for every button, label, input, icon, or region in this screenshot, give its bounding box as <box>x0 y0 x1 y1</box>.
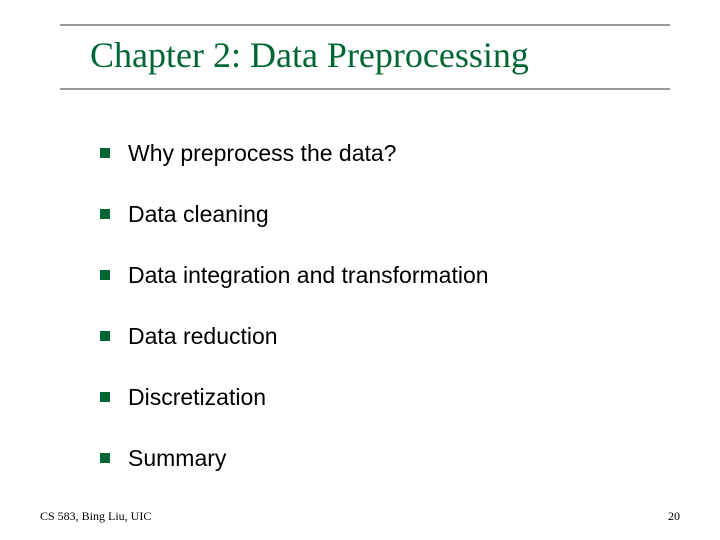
list-item: Why preprocess the data? <box>100 140 680 167</box>
list-item: Data cleaning <box>100 201 680 228</box>
bullet-text: Data reduction <box>128 323 278 350</box>
square-bullet-icon <box>100 453 110 463</box>
footer-text: CS 583, Bing Liu, UIC <box>40 509 151 524</box>
bullet-list: Why preprocess the data? Data cleaning D… <box>40 140 680 472</box>
square-bullet-icon <box>100 209 110 219</box>
list-item: Data reduction <box>100 323 680 350</box>
bullet-text: Data integration and transformation <box>128 262 489 289</box>
list-item: Data integration and transformation <box>100 262 680 289</box>
slide-title: Chapter 2: Data Preprocessing <box>90 34 670 76</box>
list-item: Discretization <box>100 384 680 411</box>
square-bullet-icon <box>100 331 110 341</box>
bullet-text: Discretization <box>128 384 266 411</box>
title-region: Chapter 2: Data Preprocessing <box>60 24 670 90</box>
page-number: 20 <box>668 509 680 524</box>
square-bullet-icon <box>100 270 110 280</box>
bullet-text: Why preprocess the data? <box>128 140 396 167</box>
square-bullet-icon <box>100 148 110 158</box>
square-bullet-icon <box>100 392 110 402</box>
list-item: Summary <box>100 445 680 472</box>
bullet-text: Data cleaning <box>128 201 269 228</box>
slide-container: Chapter 2: Data Preprocessing Why prepro… <box>0 0 720 540</box>
bullet-text: Summary <box>128 445 226 472</box>
